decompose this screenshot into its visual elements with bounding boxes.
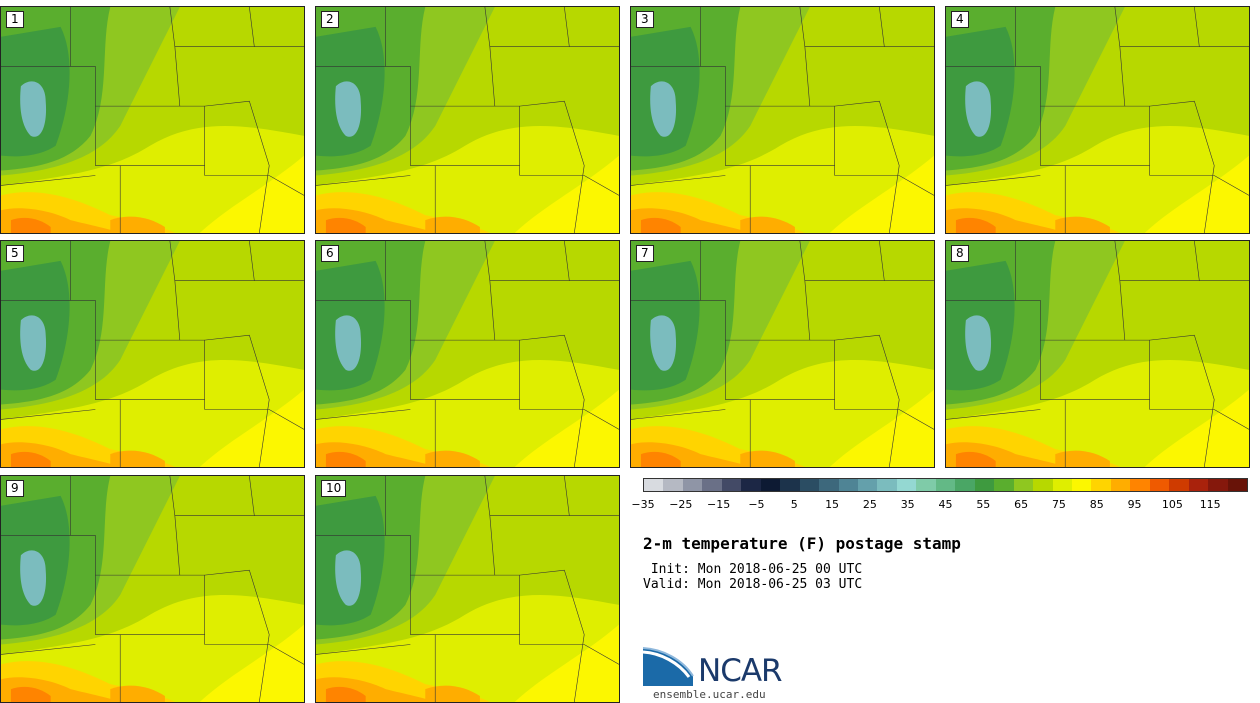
colorbar-segment — [955, 479, 975, 491]
temperature-field — [631, 241, 934, 467]
colorbar-segment — [838, 479, 858, 491]
colorbar-segment — [702, 479, 722, 491]
temperature-field — [946, 7, 1249, 233]
member-label: 1 — [6, 11, 24, 28]
colorbar-segment — [644, 479, 664, 491]
colorbar-tick-label: −15 — [707, 498, 731, 511]
colorbar-tick-label: 105 — [1161, 498, 1183, 511]
stamp-panel-6[interactable]: 6 — [315, 240, 620, 468]
colorbar-segment — [1052, 479, 1072, 491]
colorbar-segment — [857, 479, 878, 491]
stamp-panel-10[interactable]: 10 — [315, 475, 620, 703]
init-time: Init: Mon 2018-06-25 00 UTC — [643, 562, 863, 577]
stamp-panel-7[interactable]: 7 — [630, 240, 935, 468]
colorbar-segment — [916, 479, 936, 491]
colorbar-tick-label: 15 — [825, 498, 840, 511]
colorbar-segment — [1033, 479, 1053, 491]
colorbar-tick-label: 95 — [1127, 498, 1142, 511]
colorbar-segment — [741, 479, 761, 491]
temperature-field — [631, 7, 934, 233]
ncar-logo-text: NCAR — [698, 653, 783, 689]
colorbar-segment — [1149, 479, 1170, 491]
colorbar-segment — [1013, 479, 1034, 491]
colorbar-tick-label: 25 — [862, 498, 877, 511]
colorbar-segment — [1130, 479, 1150, 491]
colorbar-tick-label: 115 — [1199, 498, 1221, 511]
valid-time: Valid: Mon 2018-06-25 03 UTC — [643, 577, 863, 592]
colorbar-tick-label: 85 — [1089, 498, 1104, 511]
member-label: 10 — [321, 480, 347, 497]
ncar-logo-icon — [643, 647, 694, 686]
colorbar-segment — [1091, 479, 1111, 491]
colorbar-segment — [780, 479, 800, 491]
temperature-field — [1, 7, 304, 233]
member-label: 5 — [6, 245, 24, 262]
member-label: 6 — [321, 245, 339, 262]
colorbar-segment — [935, 479, 956, 491]
colorbar-tick-label: 55 — [976, 498, 991, 511]
stamp-panel-9[interactable]: 9 — [0, 475, 305, 703]
colorbar-segment — [760, 479, 781, 491]
colorbar-segment — [1227, 479, 1248, 491]
colorbar-tick-label: −5 — [748, 498, 765, 511]
stamp-panel-2[interactable]: 2 — [315, 6, 620, 234]
colorbar-segment — [1188, 479, 1209, 491]
colorbar-segment — [1169, 479, 1189, 491]
colorbar-tick-label: 75 — [1051, 498, 1066, 511]
temperature-field — [316, 7, 619, 233]
member-label: 4 — [951, 11, 969, 28]
colorbar-segment — [799, 479, 820, 491]
colorbar-ticks: −35 −25 −15 −5 5 15 25 35 45 55 65 75 85 95 105 115 — [631, 498, 1248, 514]
temperature-colorbar — [643, 478, 1248, 492]
colorbar-segment — [994, 479, 1014, 491]
colorbar-tick-label: 45 — [938, 498, 953, 511]
temperature-field — [1, 241, 304, 467]
colorbar-tick-label: −25 — [669, 498, 693, 511]
colorbar-tick-label: 65 — [1014, 498, 1029, 511]
colorbar-segment — [877, 479, 897, 491]
colorbar-tick-label: 35 — [900, 498, 915, 511]
colorbar-segment — [819, 479, 839, 491]
colorbar-segment — [896, 479, 917, 491]
colorbar-segment — [1208, 479, 1228, 491]
colorbar-segment — [682, 479, 703, 491]
member-label: 7 — [636, 245, 654, 262]
stamp-panel-3[interactable]: 3 — [630, 6, 935, 234]
stamp-panel-1[interactable]: 1 — [0, 6, 305, 234]
colorbar-tick-label: 5 — [790, 498, 798, 511]
temperature-field — [316, 476, 619, 702]
temperature-field — [1, 476, 304, 702]
plot-title: 2-m temperature (F) postage stamp — [643, 534, 961, 553]
member-label: 2 — [321, 11, 339, 28]
colorbar-segment — [721, 479, 742, 491]
colorbar-segment — [663, 479, 683, 491]
site-url[interactable]: ensemble.ucar.edu — [653, 688, 766, 701]
colorbar-segment — [1071, 479, 1092, 491]
stamp-panel-4[interactable]: 4 — [945, 6, 1250, 234]
colorbar-tick-label: −35 — [631, 498, 655, 511]
temperature-field — [946, 241, 1249, 467]
colorbar-segment — [1110, 479, 1131, 491]
member-label: 8 — [951, 245, 969, 262]
member-label: 3 — [636, 11, 654, 28]
temperature-field — [316, 241, 619, 467]
stamp-panel-8[interactable]: 8 — [945, 240, 1250, 468]
member-label: 9 — [6, 480, 24, 497]
stamp-panel-5[interactable]: 5 — [0, 240, 305, 468]
colorbar-segment — [974, 479, 995, 491]
